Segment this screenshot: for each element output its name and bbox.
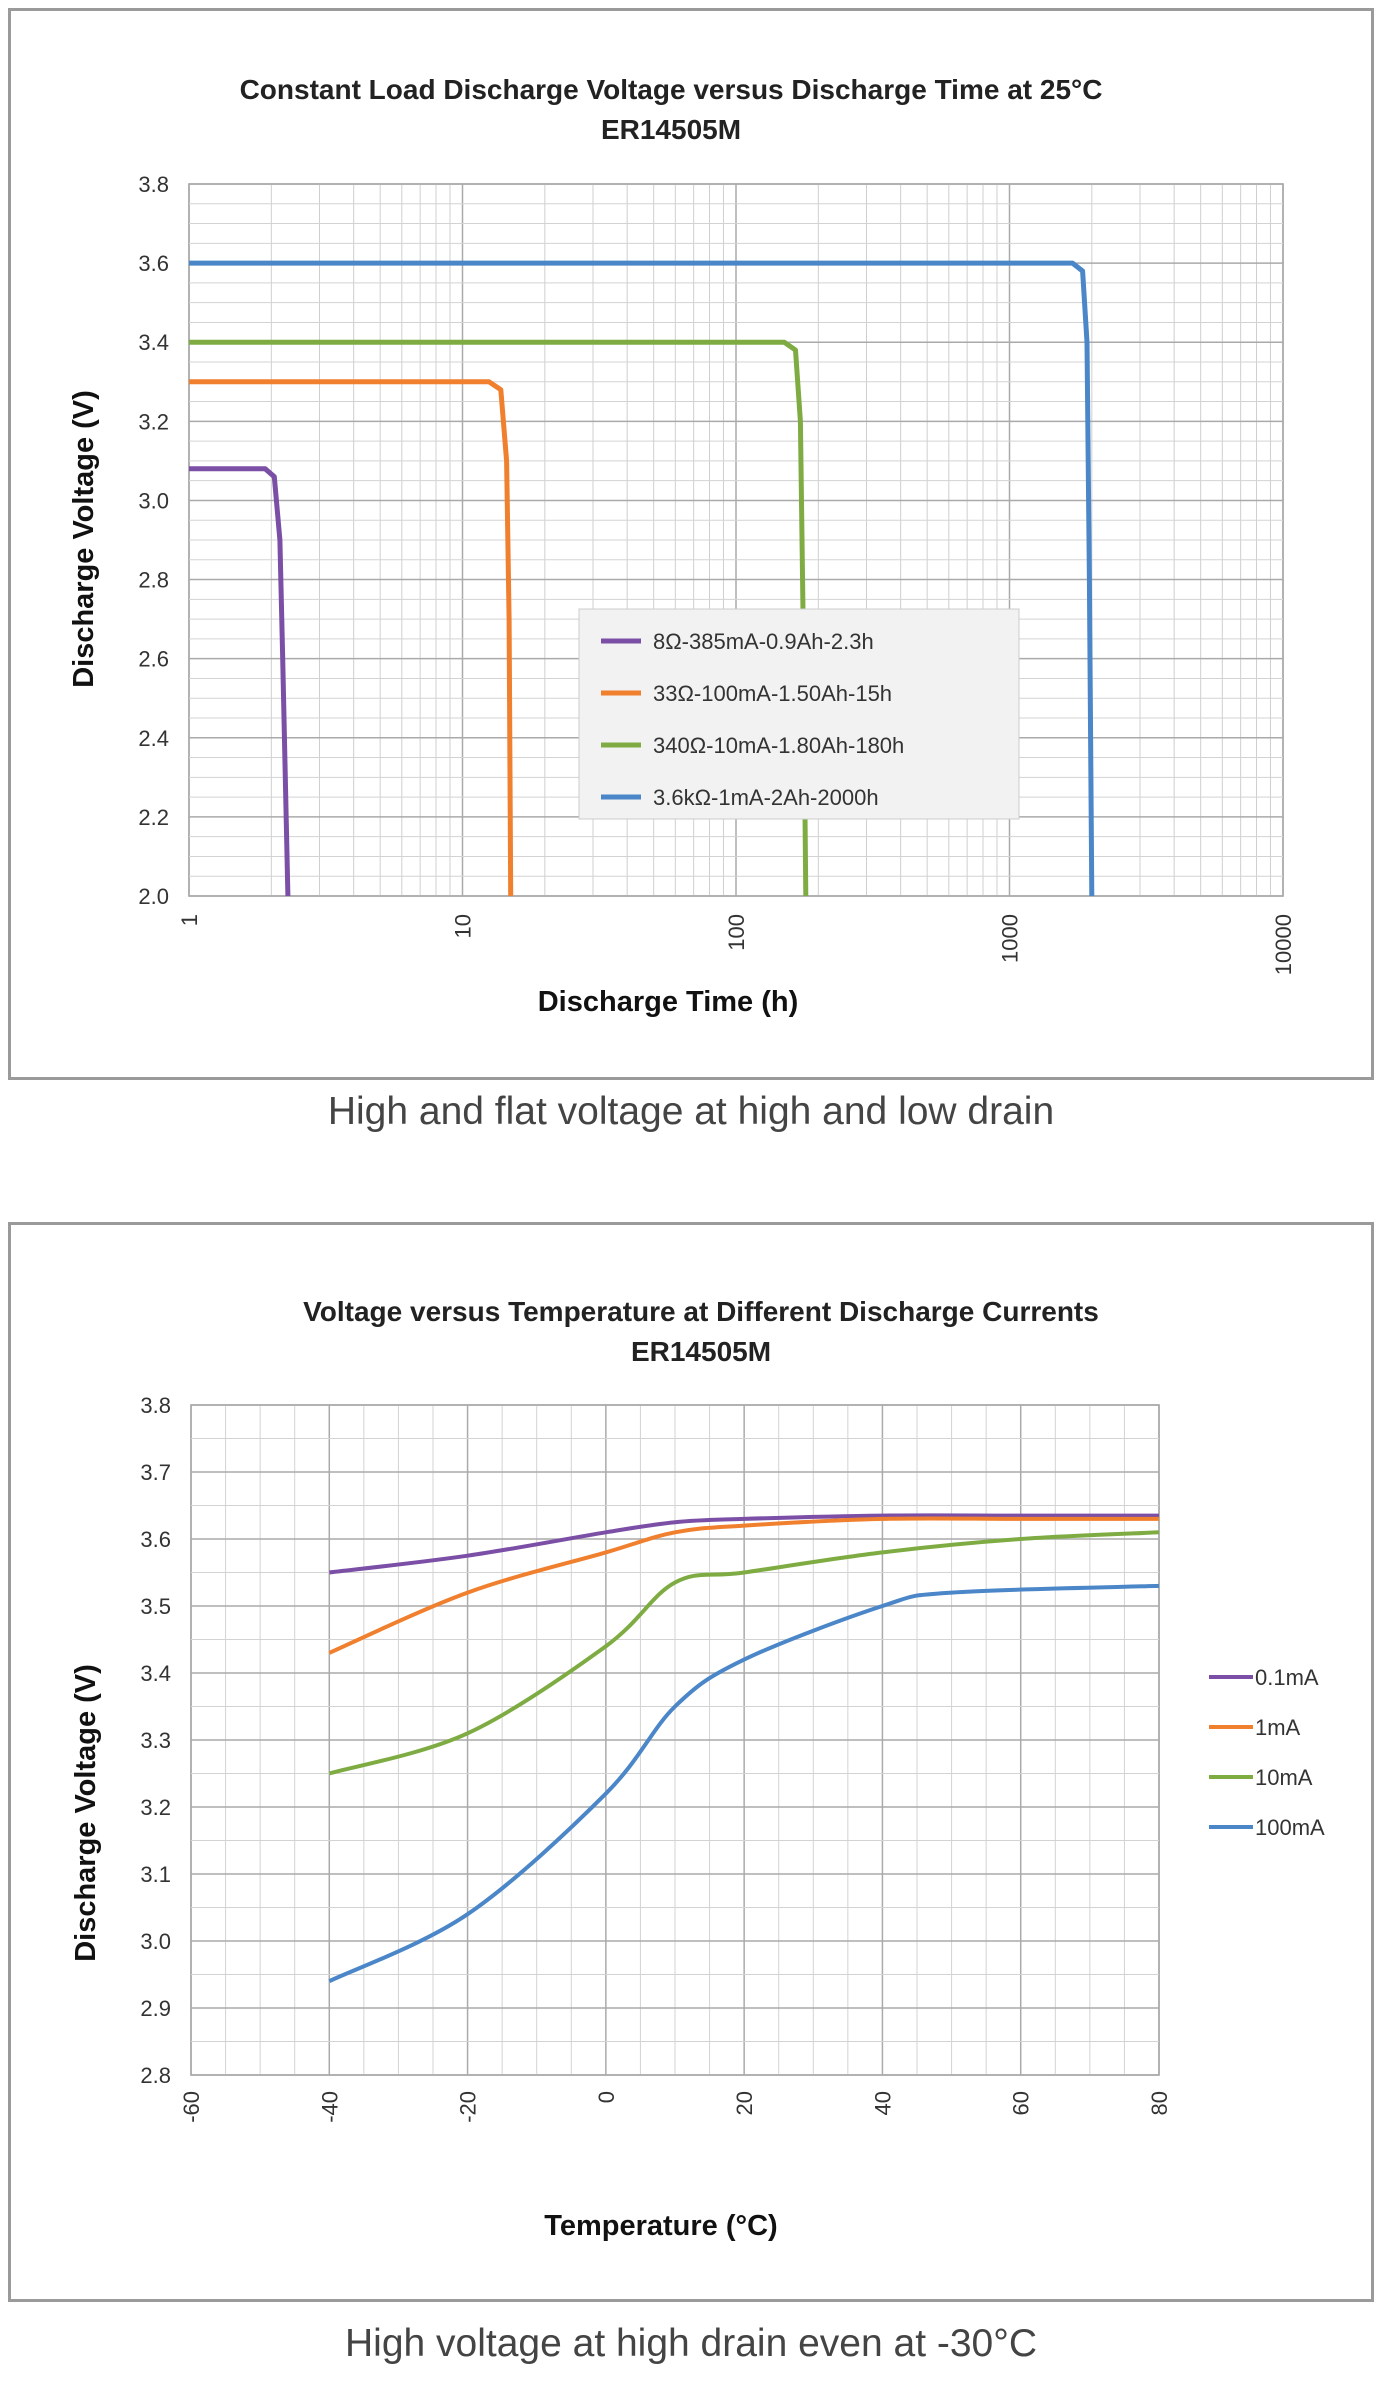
temperature-chart: Voltage versus Temperature at Different … bbox=[70, 1296, 1325, 2242]
series-line bbox=[328, 1516, 1159, 1655]
y-tick-label: 2.8 bbox=[138, 568, 169, 593]
chart-title: Voltage versus Temperature at Different … bbox=[303, 1296, 1099, 1327]
legend: 0.1mA 1mA 10mA 100mA bbox=[1209, 1665, 1325, 1840]
y-tick-label: 3.0 bbox=[138, 488, 169, 513]
y-tick-label: 2.8 bbox=[140, 2063, 171, 2088]
legend-entry: 33Ω-100mA-1.50Ah-15h bbox=[653, 681, 892, 706]
y-tick-label: 3.7 bbox=[140, 1460, 171, 1485]
y-tick-labels: 2.8 2.9 3.0 3.1 3.2 3.3 3.4 3.5 3.6 3.7 3.8 bbox=[140, 1393, 171, 2088]
y-tick-label: 2.9 bbox=[140, 1996, 171, 2021]
series-line bbox=[329, 1513, 1159, 1575]
grid bbox=[190, 1404, 1160, 2076]
y-tick-labels: 2.0 2.2 2.4 2.6 2.8 3.0 3.2 3.4 3.6 3.8 bbox=[138, 172, 169, 909]
y-tick-label: 3.1 bbox=[140, 1862, 171, 1887]
y-tick-label: 3.4 bbox=[138, 330, 169, 355]
y-tick-label: 2.0 bbox=[138, 884, 169, 909]
legend: 8Ω-385mA-0.9Ah-2.3h 33Ω-100mA-1.50Ah-15h 3… bbox=[578, 608, 1020, 820]
legend-box bbox=[578, 608, 1020, 820]
series-lines bbox=[189, 260, 1095, 897]
y-tick-label: 3.5 bbox=[140, 1594, 171, 1619]
series-line bbox=[328, 1583, 1160, 1983]
y-tick-label: 3.0 bbox=[140, 1929, 171, 1954]
x-axis-label: Discharge Time (h) bbox=[538, 986, 799, 1018]
y-tick-label: 2.6 bbox=[138, 647, 169, 672]
chart-subtitle: ER14505M bbox=[631, 1336, 771, 1367]
caption-discharge-time: High and flat voltage at high and low dr… bbox=[327, 1090, 1055, 1133]
x-tick-label: 80 bbox=[1147, 2091, 1172, 2115]
y-axis-label: Discharge Voltage (V) bbox=[70, 1664, 102, 1962]
y-tick-label: 3.6 bbox=[138, 251, 169, 276]
x-axis-label: Temperature (°C) bbox=[544, 2210, 777, 2242]
x-tick-labels: 1 10 100 1000 10000 bbox=[177, 914, 1296, 975]
series-line bbox=[189, 379, 514, 897]
x-tick-labels: -60 -40 -20 0 20 40 60 80 bbox=[179, 2091, 1172, 2123]
discharge-time-chart: Constant Load Discharge Voltage versus D… bbox=[68, 74, 1296, 1018]
chart-title: Constant Load Discharge Voltage versus D… bbox=[240, 74, 1103, 105]
series-line bbox=[189, 466, 291, 897]
x-tick-label: 60 bbox=[1009, 2091, 1034, 2115]
caption-temperature: High voltage at high drain even at -30°C bbox=[344, 2322, 1038, 2365]
legend-entry: 10mA bbox=[1255, 1765, 1313, 1790]
series-lines bbox=[328, 1513, 1160, 1983]
y-tick-label: 3.6 bbox=[140, 1527, 171, 1552]
chart-panel-discharge-time: Constant Load Discharge Voltage versus D… bbox=[8, 8, 1374, 1080]
y-tick-label: 3.4 bbox=[140, 1661, 171, 1686]
x-tick-label: 0 bbox=[594, 2091, 619, 2103]
y-axis-label: Discharge Voltage (V) bbox=[68, 390, 100, 688]
legend-entry: 340Ω-10mA-1.80Ah-180h bbox=[653, 733, 904, 758]
y-tick-label: 3.2 bbox=[140, 1795, 171, 1820]
x-tick-label: 1000 bbox=[998, 914, 1023, 963]
chart-panel-temperature: Voltage versus Temperature at Different … bbox=[8, 1222, 1374, 2302]
x-tick-label: 1 bbox=[177, 914, 202, 926]
x-tick-label: 40 bbox=[870, 2091, 895, 2115]
legend-entry: 100mA bbox=[1255, 1815, 1325, 1840]
legend-entry: 8Ω-385mA-0.9Ah-2.3h bbox=[653, 629, 874, 654]
y-tick-label: 3.2 bbox=[138, 409, 169, 434]
x-tick-label: -60 bbox=[179, 2091, 204, 2123]
series-line bbox=[189, 260, 1095, 897]
x-tick-label: -40 bbox=[317, 2091, 342, 2123]
x-tick-label: 100 bbox=[724, 914, 749, 951]
legend-entry: 3.6kΩ-1mA-2Ah-2000h bbox=[653, 785, 879, 810]
x-tick-label: 10 bbox=[451, 914, 476, 938]
legend-entry: 1mA bbox=[1255, 1715, 1301, 1740]
legend-entry: 0.1mA bbox=[1255, 1665, 1319, 1690]
chart-subtitle: ER14505M bbox=[601, 114, 741, 145]
x-tick-label: 10000 bbox=[1271, 914, 1296, 975]
x-tick-label: -20 bbox=[456, 2091, 481, 2123]
y-tick-label: 2.4 bbox=[138, 726, 169, 751]
y-tick-label: 2.2 bbox=[138, 805, 169, 830]
y-tick-label: 3.8 bbox=[140, 1393, 171, 1418]
y-tick-label: 3.8 bbox=[138, 172, 169, 197]
x-tick-label: 20 bbox=[732, 2091, 757, 2115]
y-tick-label: 3.3 bbox=[140, 1728, 171, 1753]
series-line bbox=[328, 1530, 1160, 1776]
